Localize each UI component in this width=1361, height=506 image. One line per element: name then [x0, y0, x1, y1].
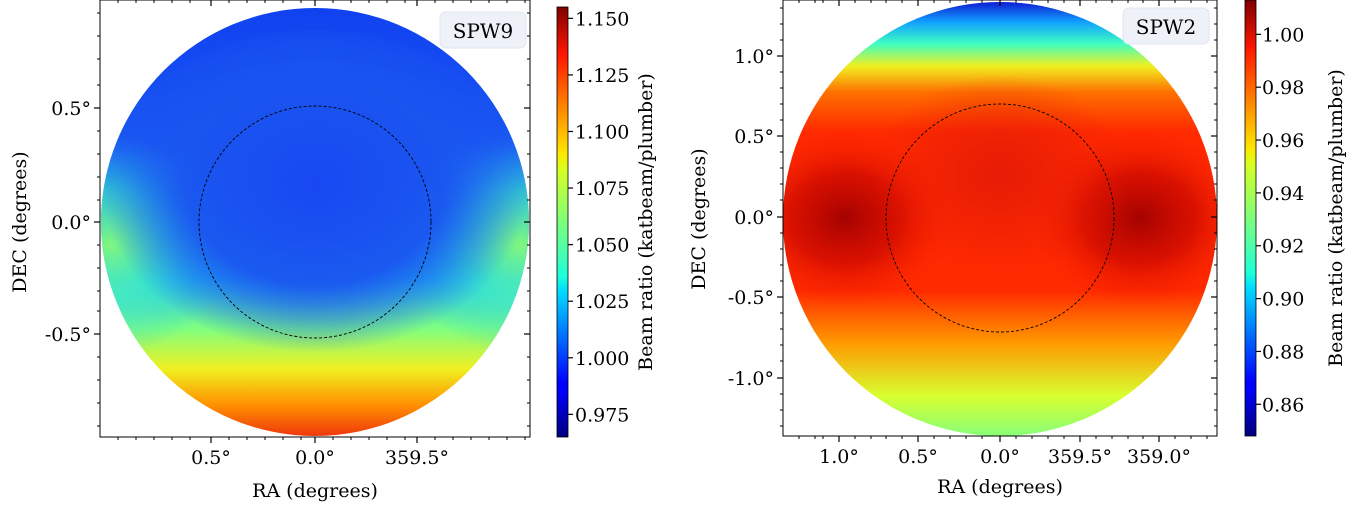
y-axis-label-spw9: DEC (degrees): [9, 151, 31, 292]
y-tick-label: -0.5°: [728, 287, 774, 309]
colorbar-tick-label: 1.100: [575, 121, 629, 143]
x-tick-label: 359.5°: [1048, 446, 1112, 468]
colorbar-ticks-spw2: 0.86 0.88 0.90 0.92 0.94 0.96 0.98 1.00: [1256, 24, 1304, 416]
x-tick-label: 0.5°: [898, 446, 938, 468]
y-axis-label-spw2: DEC (degrees): [688, 148, 710, 289]
panel-spw2: 1.0° 0.5° 0.0° 359.5° 359.0° 1.0° 0.5° 0.0° -0.…: [688, 0, 1347, 498]
x-ticks-spw9: 0.5° 0.0° 359.5°: [117, 0, 526, 469]
y-ticks-spw2: 1.0° 0.5° 0.0° -0.5° -1.0°: [728, 7, 1217, 427]
colorbar-label-spw2: Beam ratio (katbeam/plumber): [1325, 69, 1347, 367]
colorbar-spw9: [556, 6, 569, 438]
panel-spw9: 0.5° 0.0° 359.5° 0.5° 0.0° -0.5° RA (degrees…: [9, 0, 657, 502]
x-tick-label: 0.0°: [980, 446, 1020, 468]
y-ticks-spw9: 0.5° 0.0° -0.5°: [45, 12, 530, 427]
colorbar-tick-label: 0.96: [1262, 130, 1304, 152]
colorbar-label-spw9: Beam ratio (katbeam/plumber): [635, 73, 657, 371]
x-tick-label: 0.0°: [295, 447, 335, 469]
x-tick-label: 1.0°: [819, 446, 859, 468]
colorbar-tick-label: 1.150: [575, 8, 629, 30]
colorbar-tick-label: 1.000: [575, 348, 629, 370]
colorbar-tick-label: 0.975: [575, 404, 629, 426]
colorbar-tick-label: 0.90: [1262, 289, 1304, 311]
panel-label-spw9: SPW9: [453, 19, 513, 43]
y-tick-label: 0.0°: [51, 212, 91, 234]
y-tick-label: -1.0°: [728, 368, 774, 390]
colorbar-tick-label: 0.88: [1262, 341, 1304, 363]
y-tick-label: 0.5°: [734, 126, 774, 148]
y-tick-label: -0.5°: [45, 324, 91, 346]
panel-label-box-spw9: [439, 11, 527, 49]
y-tick-label: 0.0°: [734, 207, 774, 229]
colorbar-tick-label: 0.86: [1262, 394, 1304, 416]
colorbar-spw2: [1244, 0, 1257, 437]
colorbar-tick-label: 1.075: [575, 178, 629, 200]
beam-heatmap-spw2: [783, 2, 1217, 436]
x-tick-label: 0.5°: [191, 447, 231, 469]
dashed-circle-spw9: [198, 105, 432, 339]
colorbar-ticks-spw9: 0.975 1.000 1.025 1.050 1.075 1.100 1.125 1.150: [568, 8, 629, 426]
colorbar-tick-label: 1.025: [575, 291, 629, 313]
x-ticks-spw2: 1.0° 0.5° 0.0° 359.5° 359.0°: [798, 0, 1208, 468]
x-axis-label-spw2: RA (degrees): [937, 476, 1063, 498]
panel-label-spw2: SPW2: [1136, 15, 1196, 39]
panel-label-box-spw2: [1122, 7, 1210, 45]
beam-heatmap-spw9: [101, 8, 529, 436]
colorbar-tick-label: 1.125: [575, 65, 629, 87]
colorbar-tick-label: 0.92: [1262, 236, 1304, 258]
y-tick-label: 1.0°: [734, 46, 774, 68]
colorbar-tick-label: 1.050: [575, 235, 629, 257]
colorbar-tick-label: 1.00: [1262, 24, 1304, 46]
colorbar-tick-label: 0.98: [1262, 77, 1304, 99]
colorbar-tick-label: 0.94: [1262, 183, 1304, 205]
y-tick-label: 0.5°: [51, 98, 91, 120]
x-tick-label: 359.5°: [385, 447, 449, 469]
dashed-circle-spw2: [885, 103, 1115, 333]
x-axis-label-spw9: RA (degrees): [252, 480, 378, 502]
x-tick-label: 359.0°: [1127, 446, 1191, 468]
